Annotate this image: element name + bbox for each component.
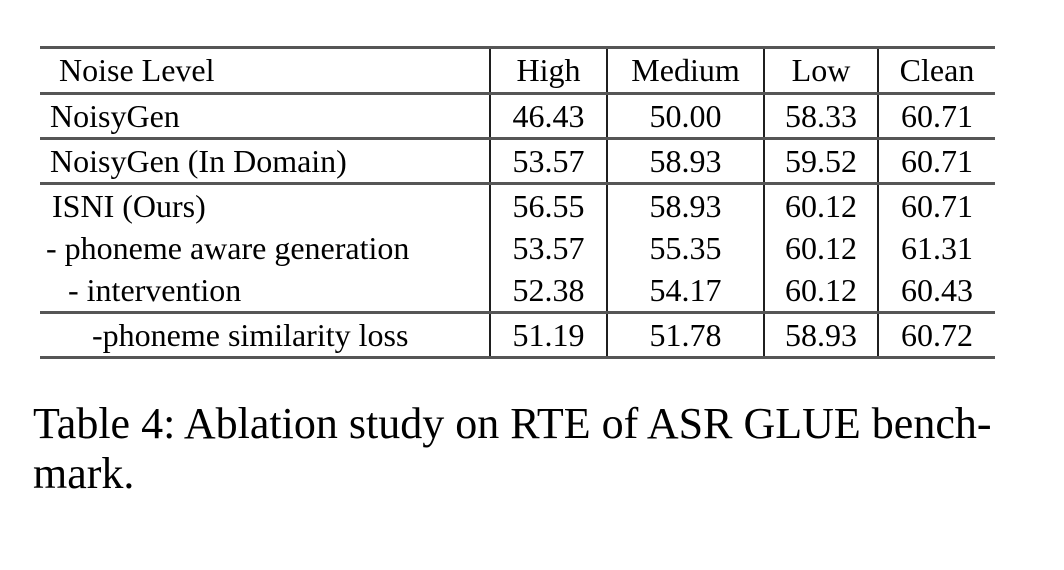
row-label: - intervention <box>40 269 490 314</box>
cell-value: 59.52 <box>763 138 878 185</box>
cell-value: 56.55 <box>489 183 607 227</box>
table-row-noisygen: NoisyGen 46.43 50.00 58.33 60.71 <box>40 93 995 140</box>
row-label: ISNI (Ours) <box>52 187 206 224</box>
cell-value: 53.57 <box>489 227 607 269</box>
row-label: -phoneme similarity loss <box>92 316 409 353</box>
row-label: NoisyGen <box>40 93 490 140</box>
column-header-high: High <box>489 47 607 95</box>
cell-value: 46.43 <box>489 93 607 140</box>
table-header-row: Noise Level High Medium Low Clean <box>40 47 995 95</box>
cell-value: 60.71 <box>877 93 995 140</box>
cell-value: 51.19 <box>489 312 607 358</box>
cell-value: 60.12 <box>763 183 878 227</box>
cell-value: 55.35 <box>606 227 764 269</box>
cell-value: 60.12 <box>763 269 878 314</box>
cell-value: 60.43 <box>877 269 995 314</box>
cell-value: 60.12 <box>763 227 878 269</box>
column-header-medium: Medium <box>606 47 764 95</box>
table-row-phoneme-aware-generation: - phoneme aware generation 53.57 55.35 6… <box>40 227 995 269</box>
table-row-noisygen-in-domain: NoisyGen (In Domain) 53.57 58.93 59.52 6… <box>40 138 995 185</box>
cell-value: 60.71 <box>877 138 995 185</box>
cell-value: 52.38 <box>489 269 607 314</box>
table-row-isni-ours: ISNI (Ours) 56.55 58.93 60.12 60.71 <box>40 183 995 227</box>
cell-value: 50.00 <box>606 93 764 140</box>
cell-value: 51.78 <box>606 312 764 358</box>
cell-value: 58.93 <box>606 183 764 227</box>
cell-value: 53.57 <box>489 138 607 185</box>
row-label: - phoneme aware generation <box>46 229 410 266</box>
column-header-clean: Clean <box>877 47 995 95</box>
table-row-phoneme-similarity-loss: -phoneme similarity loss 51.19 51.78 58.… <box>40 312 995 358</box>
cell-value: 54.17 <box>606 269 764 314</box>
row-label: NoisyGen (In Domain) <box>40 138 490 185</box>
cell-value: 58.93 <box>763 312 878 358</box>
table-row-intervention: - intervention 52.38 54.17 60.12 60.43 <box>40 269 995 314</box>
column-header-noise-level: Noise Level <box>40 47 490 95</box>
column-header-low: Low <box>763 47 878 95</box>
cell-value: 60.71 <box>877 183 995 227</box>
cell-value: 60.72 <box>877 312 995 358</box>
cell-value: 61.31 <box>877 227 995 269</box>
cell-value: 58.93 <box>606 138 764 185</box>
table-caption: Table 4: Ablation study on RTE of ASR GL… <box>33 399 992 498</box>
paper-page: Noise Level High Medium Low Clean NoisyG… <box>0 46 1064 570</box>
cell-value: 58.33 <box>763 93 878 140</box>
ablation-table: Noise Level High Medium Low Clean NoisyG… <box>40 46 995 359</box>
